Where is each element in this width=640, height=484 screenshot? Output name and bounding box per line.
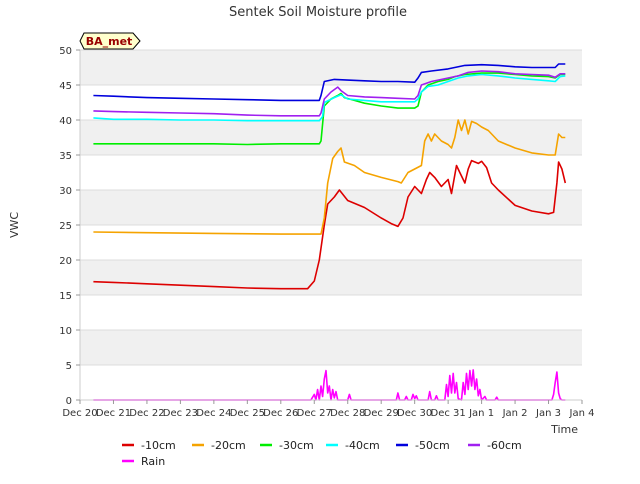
series-line-60cm bbox=[93, 70, 566, 117]
grid-band bbox=[80, 190, 582, 225]
x-tick-label: Dec 30 bbox=[397, 408, 432, 419]
y-tick-label: 45 bbox=[59, 81, 72, 92]
x-tick-label: Dec 20 bbox=[62, 408, 97, 419]
series-line-30cm bbox=[93, 72, 566, 146]
grid-band bbox=[80, 120, 582, 155]
x-tick-label: Dec 25 bbox=[230, 408, 265, 419]
y-tick-label: 10 bbox=[59, 326, 72, 337]
site-annotation: BA_met bbox=[79, 32, 141, 50]
grid-band bbox=[80, 260, 582, 295]
y-tick-label: 5 bbox=[66, 361, 72, 372]
legend-label: -40cm bbox=[345, 439, 380, 452]
series-line-50cm bbox=[93, 63, 566, 102]
y-tick-label: 25 bbox=[59, 221, 72, 232]
y-tick-label: 0 bbox=[66, 396, 72, 407]
y-tick-label: 40 bbox=[59, 116, 72, 127]
x-tick-label: Dec 26 bbox=[263, 408, 298, 419]
legend-label: -60cm bbox=[487, 439, 522, 452]
y-tick-label: 30 bbox=[59, 186, 72, 197]
y-tick-label: 35 bbox=[59, 151, 72, 162]
annotation-box bbox=[79, 32, 141, 50]
legend-label: -10cm bbox=[141, 439, 176, 452]
x-tick-label: Dec 27 bbox=[297, 408, 332, 419]
x-tick-label: Dec 28 bbox=[330, 408, 365, 419]
x-tick-label: Dec 31 bbox=[431, 408, 466, 419]
legend-label: -50cm bbox=[415, 439, 450, 452]
grid-band bbox=[80, 50, 582, 85]
x-tick-label: Jan 4 bbox=[569, 408, 595, 419]
x-tick-label: Jan 2 bbox=[502, 408, 528, 419]
x-tick-label: Dec 22 bbox=[129, 408, 164, 419]
x-tick-label: Dec 21 bbox=[96, 408, 131, 419]
legend-label: -20cm bbox=[211, 439, 246, 452]
legend-label: Rain bbox=[141, 455, 165, 468]
grid-band bbox=[80, 330, 582, 365]
legend-label: -30cm bbox=[279, 439, 314, 452]
x-tick-label: Dec 29 bbox=[364, 408, 399, 419]
x-tick-label: Jan 3 bbox=[535, 408, 561, 419]
annotation-text: BA_met bbox=[86, 35, 133, 48]
y-axis-label: VWC bbox=[8, 212, 21, 238]
series-line-20cm bbox=[93, 119, 566, 235]
series-line-10cm bbox=[93, 159, 567, 290]
x-axis-label: Time bbox=[550, 423, 578, 436]
x-tick-label: Jan 1 bbox=[468, 408, 494, 419]
x-tick-label: Dec 23 bbox=[163, 408, 198, 419]
series-line-rain bbox=[93, 369, 566, 401]
y-tick-label: 20 bbox=[59, 256, 72, 267]
legend: -10cm -20cm -30cm -40cm -50cm -60cm Rain bbox=[122, 439, 522, 468]
chart-title: Sentek Soil Moisture profile bbox=[229, 5, 407, 20]
series-line-40cm bbox=[93, 73, 566, 122]
y-tick-label: 15 bbox=[59, 291, 72, 302]
y-tick-label: 50 bbox=[59, 46, 72, 57]
x-tick-label: Dec 24 bbox=[196, 408, 231, 419]
